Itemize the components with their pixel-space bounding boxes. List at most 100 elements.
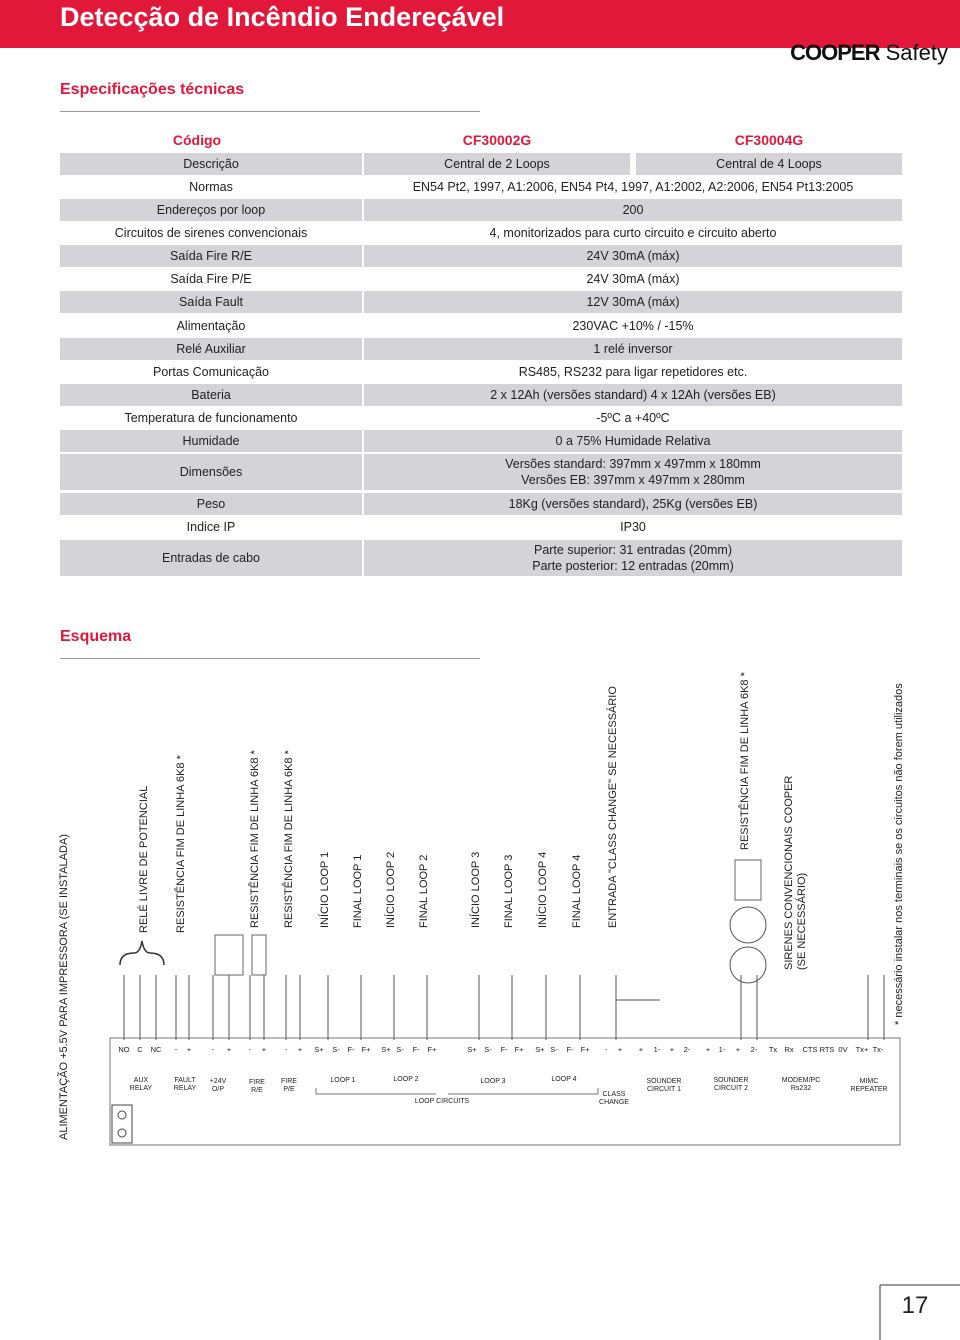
terminal-label: 2- — [684, 1045, 691, 1054]
group-label: FIRE — [281, 1078, 297, 1085]
page-number: 17 — [902, 1292, 929, 1319]
row-value: 0 a 75% Humidade Relativa — [364, 430, 902, 452]
value-line: Parte posterior: 12 entradas (20mm) — [532, 559, 734, 573]
terminal-label: Tx — [769, 1045, 778, 1054]
value-line: Parte superior: 31 entradas (20mm) — [533, 543, 732, 557]
group-label: R/E — [251, 1087, 263, 1094]
terminal-label: Tx- — [873, 1045, 884, 1054]
brace — [119, 940, 165, 966]
terminal-label: - — [175, 1045, 178, 1054]
terminal-label: F+ — [428, 1045, 438, 1054]
value-line: 1 relé inversor — [593, 342, 673, 356]
terminal-label: 2- — [751, 1045, 758, 1054]
vertical-label: RESISTÊNCIA FIM DE LINHA 6K8 * — [738, 671, 751, 850]
header-band — [0, 0, 960, 48]
logo-suffix: Safety — [885, 40, 948, 65]
terminal-label: 0V — [838, 1045, 847, 1054]
terminal-label: S+ — [314, 1045, 324, 1054]
row-value: 4, monitorizados para curto circuito e c… — [364, 222, 902, 244]
value-line: RS485, RS232 para ligar repetidores etc. — [518, 365, 748, 379]
vertical-label: ENTRADA "CLASS CHANGE" SE NECESSÁRIO — [606, 686, 619, 928]
row-value: -5ºC a +40ºC — [364, 407, 902, 429]
vertical-label: FINAL LOOP 2 — [418, 855, 430, 928]
row-value: Parte superior: 31 entradas (20mm) Parte … — [364, 540, 902, 576]
row-value: IP30 — [364, 516, 902, 538]
value-line: 200 — [622, 203, 644, 217]
value-line: Versões EB: 397mm x 497mm x 280mm — [521, 473, 745, 487]
value-line: EN54 Pt2, 1997, A1:2006, EN54 Pt4, 1997,… — [412, 180, 854, 194]
row-label: Indice IP — [186, 520, 236, 534]
terminal-frame — [109, 1037, 901, 1146]
row-label: Bateria — [60, 384, 362, 406]
row-value: 1 relé inversor — [364, 338, 902, 360]
row-label: Alimentação — [176, 319, 246, 333]
group-label: AUX — [134, 1077, 149, 1084]
vertical-label: RESISTÊNCIA FIM DE LINHA 6K8 * — [174, 754, 187, 933]
footnote: * necessário instalar nos terminais se o… — [893, 683, 905, 1025]
value-line: Central de 4 Loops — [716, 157, 822, 171]
terminal-label: S- — [484, 1045, 492, 1054]
row-value: 12V 30mA (máx) — [364, 291, 902, 313]
row-value: 24V 30mA (máx) — [364, 245, 902, 267]
terminal-label: S+ — [467, 1045, 477, 1054]
terminal-label: + — [227, 1045, 232, 1054]
terminal-label: + — [706, 1045, 711, 1054]
value-line: 4, monitorizados para curto circuito e c… — [489, 226, 777, 240]
group-label: CIRCUIT 2 — [714, 1085, 748, 1092]
row-label: Temperatura de funcionamento — [124, 411, 298, 425]
row-value: Central de 4 Loops — [636, 153, 902, 175]
row-label: Endereços por loop — [60, 199, 362, 221]
row-label: Circuitos de sirenes convencionais — [114, 226, 308, 240]
value-line: 12V 30mA (máx) — [586, 295, 680, 309]
vertical-label: RESISTÊNCIA FIM DE LINHA 6K8 * — [282, 749, 295, 928]
terminal-label: + — [262, 1045, 267, 1054]
row-value: RS485, RS232 para ligar repetidores etc. — [364, 361, 902, 383]
group-bracket — [315, 1088, 599, 1095]
group-label: RELAY — [174, 1085, 197, 1092]
terminal-label: RTS — [820, 1045, 835, 1054]
sounder — [729, 906, 767, 944]
vertical-label: RELÉ LIVRE DE POTENCIAL — [137, 786, 150, 933]
vertical-label: FINAL LOOP 3 — [503, 855, 515, 928]
group-label: FIRE — [249, 1079, 265, 1086]
terminal-label: Rx — [784, 1045, 793, 1054]
terminal-label: 1- — [719, 1045, 726, 1054]
terminal-label: F- — [347, 1045, 355, 1054]
terminal-label: + — [639, 1045, 644, 1054]
terminal-label: + — [670, 1045, 675, 1054]
vertical-label: ALIMENTAÇÃO +5.5V PARA IMPRESSORA (SE IN… — [57, 834, 70, 1140]
terminal-label: Tx+ — [856, 1045, 869, 1054]
row-value: Versões standard: 397mm x 497mm x 180mm V… — [364, 454, 902, 490]
row-label: Relé Auxiliar — [60, 338, 362, 360]
value-line: IP30 — [620, 520, 646, 534]
terminal-label: - — [605, 1045, 608, 1054]
terminal-label: + — [298, 1045, 303, 1054]
table-header: Código — [172, 132, 222, 148]
rule — [60, 658, 480, 659]
terminal-label: S+ — [381, 1045, 391, 1054]
terminal-label: - — [249, 1045, 252, 1054]
vertical-label: FINAL LOOP 4 — [571, 855, 583, 928]
terminal-label: F- — [500, 1045, 508, 1054]
sounder — [729, 946, 767, 984]
group-label: SOUNDER — [646, 1078, 681, 1085]
group-label: +24V — [210, 1078, 227, 1085]
group-label: FAULT — [174, 1077, 196, 1084]
terminal-label: + — [736, 1045, 741, 1054]
terminal-label: F+ — [362, 1045, 372, 1054]
terminal-label: - — [285, 1045, 288, 1054]
terminal-label: S+ — [535, 1045, 545, 1054]
terminal-label: C — [137, 1045, 143, 1054]
value-line: 0 a 75% Humidade Relativa — [555, 434, 711, 448]
group-label: LOOP CIRCUITS — [415, 1098, 470, 1105]
row-label: Entradas de cabo — [60, 540, 362, 576]
group-label: O/P — [212, 1086, 224, 1093]
logo-brand: COOPER — [790, 40, 880, 65]
terminal-label: F+ — [581, 1045, 591, 1054]
terminal-label: S- — [396, 1045, 404, 1054]
row-value: 18Kg (versões standard), 25Kg (versões E… — [364, 493, 902, 515]
row-value: Central de 2 Loops — [364, 153, 630, 175]
vertical-label: INÍCIO LOOP 1 — [318, 852, 331, 928]
vertical-label: SIRENES CONVENCIONAIS COOPER — [783, 776, 795, 970]
